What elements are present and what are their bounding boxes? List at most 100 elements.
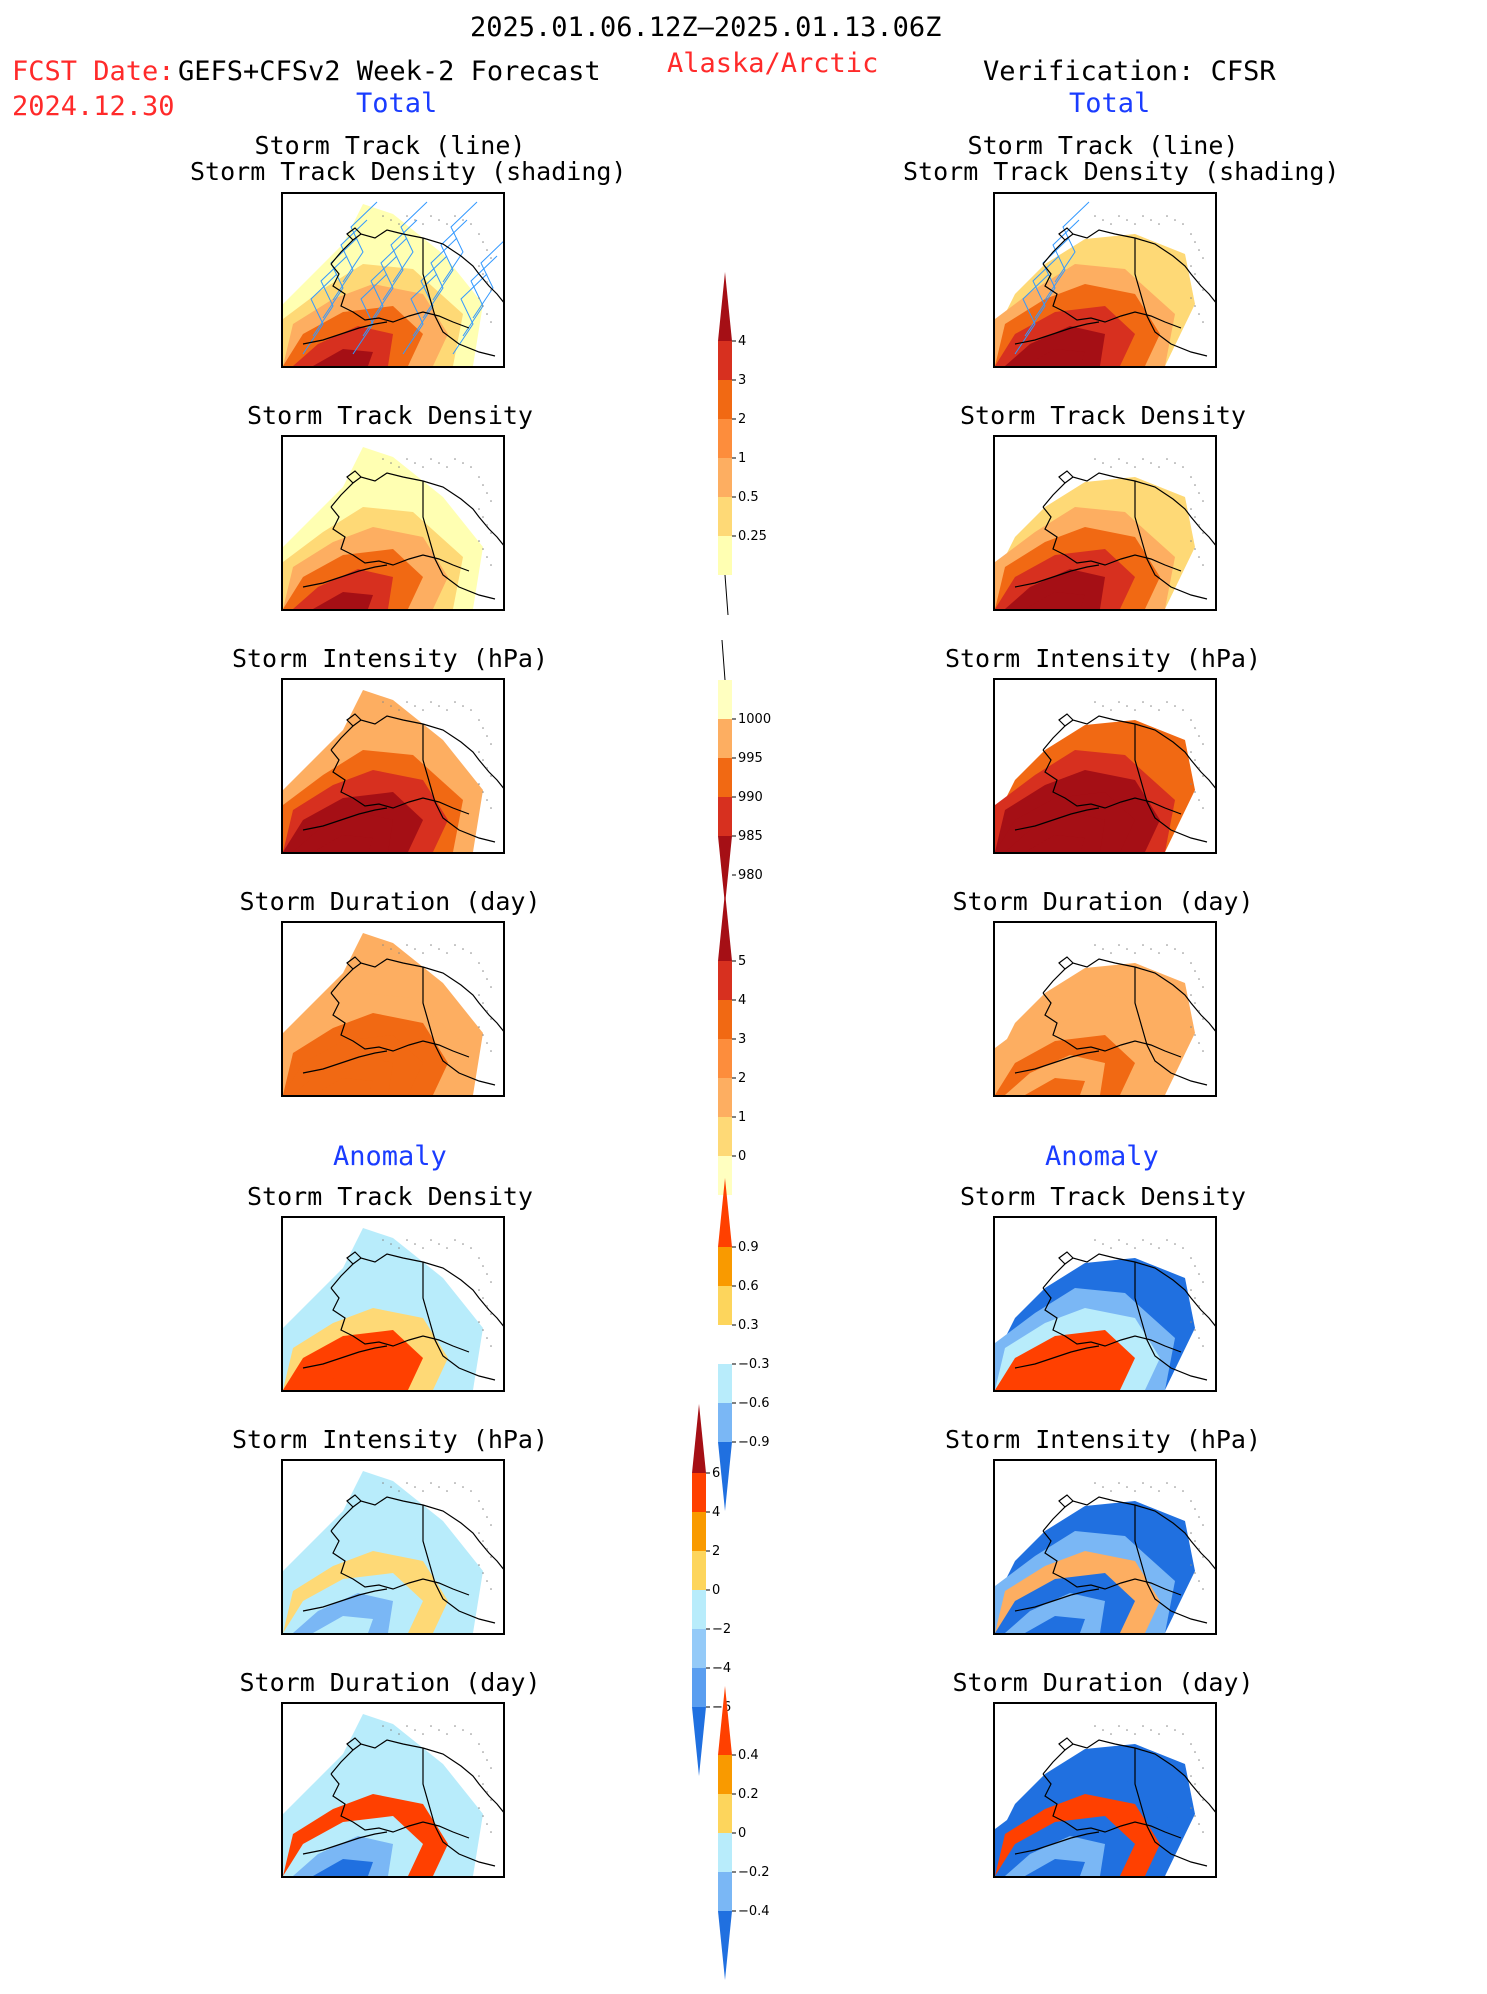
coastline <box>302 227 503 357</box>
left-density-map <box>281 435 505 611</box>
duration-swatch <box>718 1078 732 1117</box>
duration_anom-tick-label: 0.2 <box>738 1787 759 1802</box>
intensity_anom-obs-svg <box>995 1482 1215 1633</box>
band-6 <box>1025 1078 1085 1095</box>
grid-dots <box>1094 1482 1204 1590</box>
shading <box>283 447 483 609</box>
duration_anom-tick-label: −0.4 <box>738 1904 770 1919</box>
density-fcst-svg <box>283 447 503 609</box>
grid-dots <box>382 215 492 323</box>
shading <box>995 720 1195 852</box>
right-density-anom-title: Storm Track Density <box>960 1182 1246 1211</box>
verification-label: Verification: CFSR <box>983 56 1276 87</box>
density_anom-tick-label: −0.3 <box>738 1357 770 1372</box>
shading <box>283 1471 483 1633</box>
density-tick-label: 0.25 <box>738 529 767 544</box>
intensity-arrow-bottom <box>718 836 732 905</box>
shading <box>995 1744 1195 1876</box>
left-duration-anomaly-map <box>281 1702 505 1878</box>
left-track-title-1: Storm Track (line) <box>254 131 526 160</box>
grid-dots <box>1094 215 1204 323</box>
duration-tick-label: 1 <box>738 1110 746 1125</box>
grid-dots <box>1094 1725 1204 1833</box>
density-tick-label: 0.5 <box>738 490 759 505</box>
coastline <box>1014 1251 1215 1381</box>
band-6 <box>313 349 373 366</box>
intensity_anom-tick-label: 6 <box>712 1466 720 1481</box>
track-obs-svg <box>995 201 1215 366</box>
density-swatch <box>718 380 732 419</box>
left-intensity-anom-title: Storm Intensity (hPa) <box>231 1425 549 1454</box>
density_anom-tick-label: 0.9 <box>738 1240 759 1255</box>
density-tick-label: 4 <box>738 334 746 349</box>
grid-dots <box>1094 1239 1204 1347</box>
intensity_anom-swatch <box>692 1473 706 1512</box>
intensity-colorbar: 1000 995 990 985 980 <box>718 639 798 919</box>
intensity-tick-label: 985 <box>738 829 763 844</box>
intensity_anom-tick-label: −2 <box>712 1622 731 1637</box>
intensity-swatch <box>718 719 732 758</box>
intensity_anom-tick-label: −4 <box>712 1661 731 1676</box>
intensity-tick-label: 995 <box>738 751 763 766</box>
duration_anom-swatch <box>718 1833 732 1872</box>
right-duration-title: Storm Duration (day) <box>952 887 1254 916</box>
intensity-tick-label: 980 <box>738 868 763 883</box>
intensity-swatch <box>718 758 732 797</box>
fcst-date-label: FCST Date: <box>12 56 175 87</box>
density_anom-swatch <box>718 1403 732 1442</box>
density-colorbar-svg: 4 3 2 1 0.5 0.25 <box>718 272 767 616</box>
intensity_anom-fcst-svg <box>283 1471 503 1633</box>
shading <box>995 234 1195 366</box>
shading <box>995 1258 1195 1390</box>
density-arrow-top <box>718 272 732 341</box>
left-density-title: Storm Track Density <box>247 401 533 430</box>
coastline <box>302 713 503 843</box>
intensity_anom-swatch <box>692 1512 706 1551</box>
right-track-map <box>993 192 1217 368</box>
right-intensity-anom-title: Storm Intensity (hPa) <box>944 1425 1262 1454</box>
right-intensity-title: Storm Intensity (hPa) <box>944 644 1262 673</box>
density-obs-svg <box>995 458 1215 609</box>
coastline <box>1014 713 1215 843</box>
left-anomaly-label: Anomaly <box>333 1141 447 1172</box>
duration_anom-swatch <box>718 1794 732 1833</box>
density-tick-label: 2 <box>738 412 746 427</box>
duration-anomaly-colorbar: 0.4 0.2 0 −0.2 −0.4 <box>718 1676 798 1994</box>
coastline <box>302 470 503 600</box>
duration-arrow-top <box>718 892 732 961</box>
right-duration-anomaly-map <box>993 1702 1217 1878</box>
right-anomaly-label: Anomaly <box>1045 1141 1159 1172</box>
intensity_anom-swatch <box>692 1629 706 1668</box>
right-density-anomaly-map <box>993 1216 1217 1392</box>
band-6 <box>313 1859 373 1876</box>
duration_anom-colorbar-svg: 0.4 0.2 0 −0.2 −0.4 <box>718 1686 770 1980</box>
intensity_anom-tick-label: 0 <box>712 1583 720 1598</box>
region-title: Alaska/Arctic <box>667 48 879 79</box>
duration-tick-label: 0 <box>738 1149 746 1164</box>
intensity-swatch <box>718 797 732 836</box>
band-6 <box>313 1373 373 1390</box>
left-duration-anom-title: Storm Duration (day) <box>239 1668 541 1697</box>
fcst-date: 2024.12.30 <box>12 91 175 122</box>
coastline <box>1014 1494 1215 1624</box>
duration-swatch <box>718 1039 732 1078</box>
density-swatch <box>718 536 732 575</box>
left-track-title-2: Storm Track Density (shading) <box>190 157 627 186</box>
shading <box>283 204 483 366</box>
band-6 <box>1025 1616 1085 1633</box>
shading <box>995 963 1195 1095</box>
density-tick-label: 3 <box>738 373 746 388</box>
intensity_anom-tick-label: 2 <box>712 1544 720 1559</box>
band-6 <box>1025 1373 1085 1390</box>
left-duration-map <box>281 921 505 1097</box>
band-6 <box>1025 1859 1085 1876</box>
period-title: 2025.01.06.12Z–2025.01.13.06Z <box>470 12 942 43</box>
duration-tick-label: 4 <box>738 993 746 1008</box>
intensity_anom-swatch <box>692 1668 706 1707</box>
right-duration-anom-title: Storm Duration (day) <box>952 1668 1254 1697</box>
grid-dots <box>382 701 492 809</box>
intensity-swatch <box>718 680 732 719</box>
duration_anom-arrow-bottom <box>718 1911 732 1980</box>
density_anom-colorbar-svg: 0.9 0.6 0.3 −0.3 −0.6 −0.9 <box>718 1178 770 1511</box>
band-6 <box>1025 349 1085 366</box>
